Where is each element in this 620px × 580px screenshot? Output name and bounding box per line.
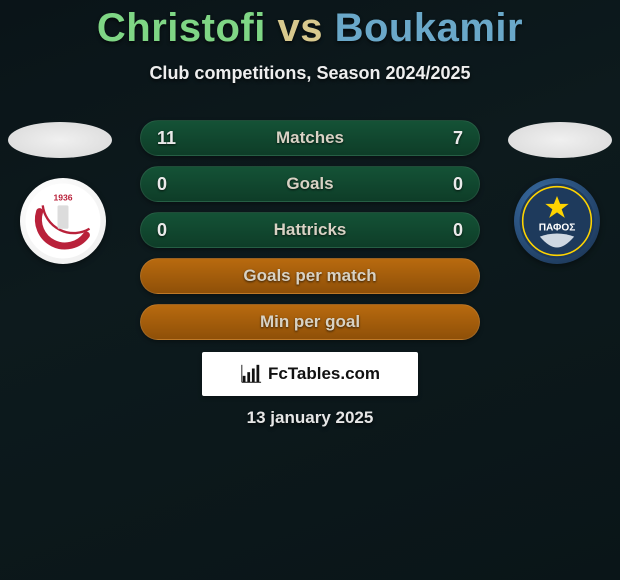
stat-row-goals-per-match: Goals per match — [140, 258, 480, 294]
stat-row-min-per-goal: Min per goal — [140, 304, 480, 340]
stat-label: Matches — [141, 128, 479, 148]
stat-label: Hattricks — [141, 220, 479, 240]
subtitle: Club competitions, Season 2024/2025 — [0, 63, 620, 84]
svg-text:ΠΑΦΟΣ: ΠΑΦΟΣ — [539, 222, 576, 233]
svg-text:1936: 1936 — [53, 193, 72, 203]
stats-container: 11 Matches 7 0 Goals 0 0 Hattricks 0 Goa… — [140, 120, 480, 350]
club-left-logo: 1936 — [20, 178, 106, 264]
stat-label: Goals per match — [141, 266, 479, 286]
stat-row-hattricks: 0 Hattricks 0 — [140, 212, 480, 248]
player2-name: Boukamir — [335, 6, 524, 50]
pafos-logo-icon: ΠΑΦΟΣ — [518, 182, 596, 260]
date-text: 13 january 2025 — [0, 408, 620, 428]
stat-label: Goals — [141, 174, 479, 194]
stat-left-value: 11 — [157, 128, 181, 149]
stat-row-matches: 11 Matches 7 — [140, 120, 480, 156]
stat-left-value: 0 — [157, 174, 181, 195]
player1-name: Christofi — [97, 6, 266, 50]
bar-chart-icon — [240, 363, 262, 385]
player2-portrait-placeholder — [508, 122, 612, 158]
player1-portrait-placeholder — [8, 122, 112, 158]
branding-badge: FcTables.com — [202, 352, 418, 396]
stat-right-value: 0 — [439, 220, 463, 241]
stat-right-value: 0 — [439, 174, 463, 195]
enp-logo-icon: 1936 — [24, 182, 102, 260]
stat-left-value: 0 — [157, 220, 181, 241]
vs-text: vs — [266, 6, 335, 50]
stat-row-goals: 0 Goals 0 — [140, 166, 480, 202]
stat-label: Min per goal — [141, 312, 479, 332]
club-right-logo: ΠΑΦΟΣ — [514, 178, 600, 264]
comparison-title: Christofi vs Boukamir — [0, 0, 620, 51]
branding-text: FcTables.com — [268, 364, 380, 384]
stat-right-value: 7 — [439, 128, 463, 149]
